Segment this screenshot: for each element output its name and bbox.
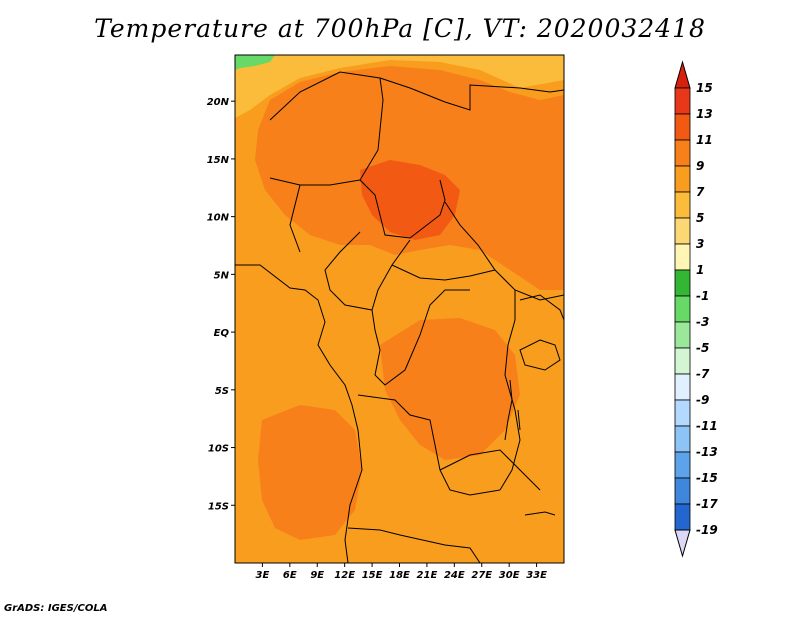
region-chad-hot <box>360 160 460 240</box>
west-coastline <box>235 264 363 564</box>
colorbar-label: 1 <box>696 263 704 277</box>
country-boundaries <box>235 71 565 564</box>
colorbar-label: 13 <box>696 107 713 121</box>
boundary-nigeria <box>269 177 361 253</box>
boundary-sahara-north <box>269 71 565 121</box>
boundary-cameroon <box>324 231 411 311</box>
colorbar-box <box>674 399 691 427</box>
colorbar-label: -9 <box>696 393 709 407</box>
lon-tick-label: 27E <box>471 570 492 581</box>
colorbar-box <box>674 321 691 349</box>
colorbar-label: 15 <box>696 81 713 95</box>
colorbar-label: -7 <box>696 367 710 381</box>
region-north-cool <box>235 55 564 118</box>
colorbar: 15 13 11 9 7 5 3 1 -1 -3 -5 -7 -9 -11 -13 -15 -17 -19 <box>674 60 718 558</box>
boundary-drc-south <box>357 394 501 496</box>
region-sudan-warm <box>460 160 564 280</box>
colorbar-label: -19 <box>696 523 718 537</box>
colorbar-box <box>674 217 691 245</box>
boundary-zambia <box>439 449 541 491</box>
lat-tick-label: 5S <box>215 386 229 397</box>
lon-tick-label: 30E <box>499 570 520 581</box>
lon-tick-label: 12E <box>334 570 355 581</box>
lat-tick-label: 20N <box>207 97 230 108</box>
longitude-axis: 3E 6E 9E 12E 15E 18E 21E 24E 27E 30E 33E <box>256 563 547 581</box>
lon-tick-label: 3E <box>256 570 270 581</box>
boundary-congo-drc <box>371 289 470 386</box>
lat-tick-label: 15S <box>208 501 229 512</box>
boundary-car <box>391 264 496 281</box>
colorbar-label: -13 <box>696 445 718 459</box>
colorbar-top-arrow <box>674 60 691 89</box>
colorbar-label: -17 <box>696 497 718 511</box>
colorbar-label: 5 <box>696 211 704 225</box>
colorbar-label: -3 <box>696 315 709 329</box>
lat-tick-label: 10N <box>207 213 230 224</box>
lon-tick-label: 21E <box>417 570 438 581</box>
grads-credit: GrADS: IGES/COLA <box>4 603 108 614</box>
colorbar-box <box>674 139 691 167</box>
lon-tick-label: 18E <box>389 570 410 581</box>
boundary-angola-south <box>347 527 481 564</box>
lat-tick-label: 15N <box>207 155 230 166</box>
colorbar-box <box>674 425 691 453</box>
region-south-cool <box>475 462 560 548</box>
colorbar-box <box>674 503 691 531</box>
boundary-lakes <box>504 379 556 516</box>
colorbar-box <box>674 477 691 505</box>
colorbar-box <box>674 295 691 323</box>
latitude-axis: 20N 15N 10N 5N EQ 5S 10S 15S <box>207 97 235 512</box>
region-northwest-green <box>235 55 275 70</box>
colorbar-label: 9 <box>696 159 704 173</box>
boundary-drc-east <box>499 290 521 491</box>
colorbar-box <box>674 451 691 479</box>
lon-tick-label: 9E <box>310 570 324 581</box>
colorbar-bottom-arrow <box>674 529 691 558</box>
colorbar-label: -1 <box>696 289 709 303</box>
colorbar-label: -11 <box>696 419 718 433</box>
lon-tick-label: 24E <box>444 570 465 581</box>
colorbar-box <box>674 165 691 193</box>
temperature-field <box>235 55 564 563</box>
lat-tick-label: 5N <box>214 270 230 281</box>
colorbar-box <box>674 347 691 375</box>
colorbar-label: 3 <box>696 237 704 251</box>
boundary-niger-chad <box>359 77 446 239</box>
boundary-east <box>519 294 565 371</box>
lat-tick-label: EQ <box>214 328 230 339</box>
region-angola-warm <box>258 405 362 540</box>
colorbar-label: -15 <box>696 471 718 485</box>
colorbar-box <box>674 191 691 219</box>
colorbar-box <box>674 373 691 401</box>
colorbar-label: 11 <box>696 133 713 147</box>
lat-tick-label: 10S <box>208 444 229 455</box>
colorbar-box <box>674 243 691 271</box>
region-congo-warm <box>380 318 520 460</box>
lon-tick-label: 6E <box>283 570 297 581</box>
lon-tick-label: 15E <box>362 570 383 581</box>
lon-tick-label: 33E <box>526 570 547 581</box>
map-title: Temperature at 700hPa [C], VT: 202003241… <box>94 14 706 43</box>
colorbar-label: 7 <box>696 185 705 199</box>
colorbar-box <box>674 269 691 297</box>
colorbar-label: -5 <box>696 341 709 355</box>
colorbar-box <box>674 113 691 141</box>
colorbar-box <box>674 87 691 115</box>
